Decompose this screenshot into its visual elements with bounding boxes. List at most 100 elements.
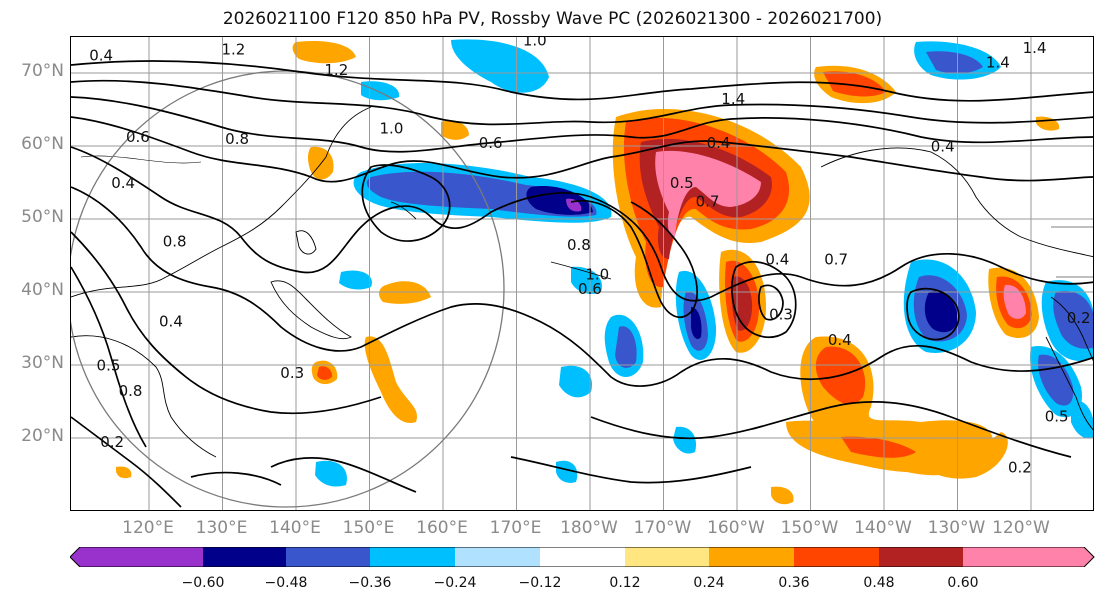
- graticule: [71, 37, 1093, 510]
- contour-label: 0.8: [225, 130, 249, 148]
- lon-label-180w: 180°W: [560, 518, 618, 538]
- lon-label-140w: 140°W: [854, 518, 912, 538]
- negative-anomaly: [559, 365, 592, 398]
- positive-anomaly: [364, 336, 417, 423]
- colorbar-tick: −0.60: [181, 575, 225, 591]
- contour-label: 1.0: [380, 119, 404, 137]
- contour-label: 1.0: [523, 37, 547, 50]
- lon-label-160w: 160°W: [707, 518, 765, 538]
- map-title: 2026021100 F120 850 hPa PV, Rossby Wave …: [222, 9, 883, 29]
- pv-contours: [71, 60, 1093, 508]
- negative-anomaly: [1071, 400, 1093, 439]
- contour-label: 0.6: [578, 280, 602, 298]
- colorbar-extend-low: [70, 547, 80, 567]
- contour-label: 0.4: [707, 134, 731, 152]
- positive-anomaly: [441, 120, 469, 140]
- colorbar-segment: [709, 547, 794, 567]
- lat-label-50: 50°N: [21, 207, 64, 227]
- colorbar-segment: [80, 547, 203, 567]
- contour-label: 0.4: [931, 138, 955, 156]
- lon-label-170e: 170°E: [489, 518, 542, 538]
- contour-label: 0.4: [111, 174, 135, 192]
- positive-anomaly: [1036, 116, 1060, 131]
- colorbar-tick: 0.12: [609, 575, 641, 591]
- colorbar-segment: [286, 547, 370, 567]
- negative-anomaly: [1038, 354, 1074, 406]
- colorbar-outline: [70, 547, 1095, 567]
- lon-label-130e: 130°E: [195, 518, 248, 538]
- map-canvas: 1.21.21.01.41.41.41.00.60.80.60.40.40.50…: [71, 37, 1093, 510]
- contour-label: 0.5: [1045, 408, 1069, 426]
- lat-label-60: 60°N: [21, 134, 64, 154]
- contour-label: 0.2: [1067, 309, 1091, 327]
- positive-anomaly: [655, 150, 761, 237]
- negative-anomaly: [315, 460, 347, 487]
- lon-label-160e: 160°E: [416, 518, 468, 538]
- contour-label: 0.4: [765, 251, 789, 269]
- lon-label-130w: 130°W: [927, 518, 986, 538]
- colorbar-tick: −0.24: [433, 575, 477, 591]
- negative-anomaly: [339, 270, 372, 290]
- contour-label: 0.8: [567, 236, 591, 254]
- lon-label-150w: 150°W: [780, 518, 839, 538]
- contour-label: 0.8: [119, 382, 143, 400]
- coastlines: [71, 106, 1093, 458]
- positive-anomaly: [292, 40, 356, 64]
- negative-anomaly: [361, 81, 400, 101]
- colorbar-tick: −0.48: [264, 575, 308, 591]
- colorbar-segment: [794, 547, 879, 567]
- contour-label: 0.6: [126, 128, 150, 146]
- colorbar-extend-high: [1084, 547, 1094, 567]
- negative-anomaly: [924, 291, 958, 333]
- lat-label-30: 30°N: [21, 353, 64, 373]
- contour-label: 1.4: [721, 90, 745, 108]
- lat-label-40: 40°N: [21, 280, 64, 300]
- positive-anomaly: [771, 486, 794, 505]
- colorbar-segment: [625, 547, 709, 567]
- positive-anomaly: [916, 432, 1008, 479]
- colorbar-tick: 0.24: [693, 575, 725, 591]
- colorbar-segment: [203, 547, 286, 567]
- lat-label-20: 20°N: [21, 426, 64, 446]
- radius-circle: [71, 70, 505, 508]
- colorbar-segment: [370, 547, 455, 567]
- negative-anomaly: [615, 326, 637, 368]
- positive-anomaly: [1003, 284, 1026, 319]
- negative-anomaly: [926, 51, 983, 74]
- negative-anomaly: [673, 426, 697, 454]
- positive-anomaly: [379, 281, 431, 304]
- contour-label: 1.4: [986, 54, 1010, 72]
- contour-label: 1.2: [222, 40, 246, 58]
- colorbar: [70, 547, 1095, 567]
- map-panel: 1.2 1.2 1.0 1.4 1.4 1.4 1.0 0.6 0.8 0.6 0.4 0.4 0.5 0…: [70, 36, 1094, 511]
- contour-label: 0.6: [479, 134, 503, 152]
- contour-labels: 1.21.21.01.41.41.41.00.60.80.60.40.40.50…: [89, 37, 1091, 477]
- negative-anomaly: [691, 307, 702, 339]
- contour-label: 0.5: [97, 357, 121, 375]
- colorbar-tick: 0.60: [947, 575, 979, 591]
- contour-label: 1.2: [324, 61, 348, 79]
- negative-anomaly: [566, 198, 582, 212]
- positive-anomaly: [116, 466, 132, 479]
- colorbar-segment: [455, 547, 540, 567]
- contour-label: 0.7: [696, 192, 720, 210]
- rossby-wave-shading: [116, 39, 1093, 505]
- lon-label-120w: 120°W: [992, 518, 1050, 538]
- contour-label: 0.8: [163, 232, 187, 250]
- colorbar-tick: −0.36: [348, 575, 392, 591]
- positive-anomaly: [841, 436, 916, 458]
- lon-label-170w: 170°W: [633, 518, 692, 538]
- colorbar-segment: [540, 547, 625, 567]
- contour-label: 0.5: [670, 174, 694, 192]
- contour-label: 0.2: [100, 433, 124, 451]
- contour-label: 0.2: [1008, 459, 1032, 477]
- colorbar-segment: [879, 547, 963, 567]
- lon-label-120e: 120°E: [122, 518, 174, 538]
- colorbar-segment: [963, 547, 1084, 567]
- contour-label: 1.4: [1023, 39, 1047, 57]
- contour-label: 0.4: [159, 313, 183, 331]
- contour-label: 0.4: [89, 46, 113, 64]
- contour-label: 0.3: [769, 305, 793, 323]
- contour-label: 0.4: [828, 331, 852, 349]
- negative-anomaly: [556, 460, 578, 483]
